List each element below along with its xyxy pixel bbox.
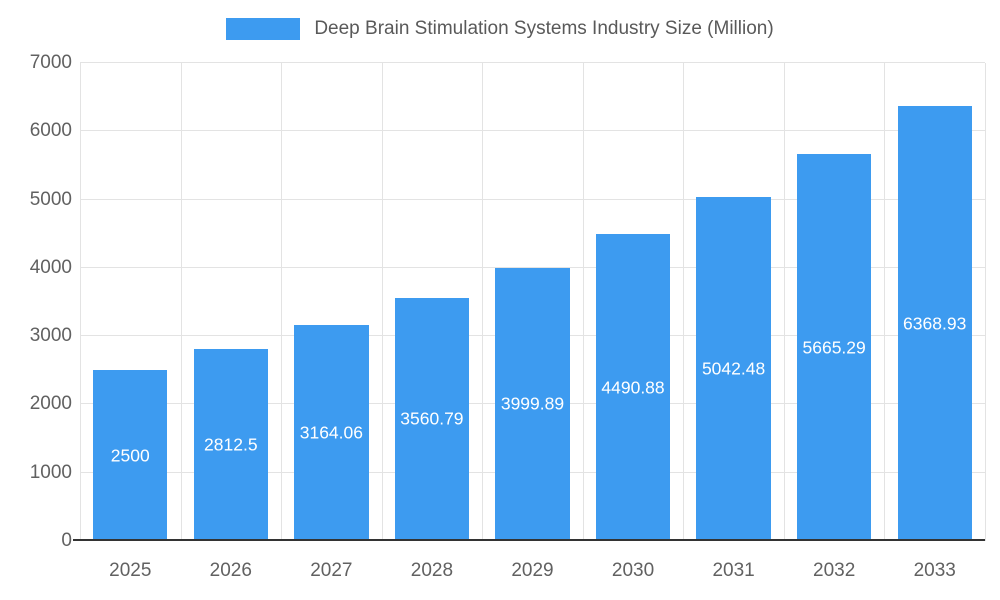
chart-legend: Deep Brain Stimulation Systems Industry … [0, 18, 1000, 40]
y-tick-label: 4000 [29, 256, 72, 278]
vertical-gridline [985, 63, 986, 541]
horizontal-gridline [80, 266, 985, 268]
x-tick-label: 2032 [813, 560, 856, 581]
bar-column: 2500 [80, 63, 181, 541]
x-tick-label: 2031 [712, 560, 755, 581]
bar-value-label: 5665.29 [802, 337, 866, 358]
x-tick-label: 2025 [109, 560, 152, 581]
vertical-gridline [683, 63, 685, 541]
horizontal-gridline [80, 130, 985, 132]
x-tick-label: 2027 [310, 560, 353, 581]
bar-value-label: 3164.06 [299, 422, 363, 443]
x-tick-label: 2029 [511, 560, 554, 581]
x-axis-line [73, 539, 985, 541]
bar-column: 3560.79 [382, 63, 483, 541]
y-tick-label: 1000 [29, 461, 72, 483]
y-axis-labels: 0 1000 2000 3000 4000 5000 6000 7000 [0, 52, 72, 551]
bar-2032: 5665.29 [796, 154, 872, 541]
vertical-gridline [281, 63, 283, 541]
bar-column: 4490.88 [583, 63, 684, 541]
bar-column: 3164.06 [281, 63, 382, 541]
y-tick-label: 0 [61, 530, 72, 551]
y-tick-label: 6000 [29, 120, 72, 142]
bar-2027: 3164.06 [294, 324, 369, 541]
vertical-gridline [80, 63, 81, 541]
y-tick-label: 3000 [29, 325, 72, 347]
bar-column: 6368.93 [884, 63, 985, 541]
vertical-gridline [381, 63, 383, 541]
horizontal-gridline [80, 198, 985, 200]
bar-value-label: 2812.5 [204, 434, 258, 455]
plot-area: 2500 2812.5 3164.06 3560.79 3999.89 4490.88 50… [73, 62, 986, 541]
bar-value-label: 3999.89 [500, 393, 565, 414]
bar-value-label: 6368.93 [903, 313, 967, 334]
x-tick-label: 2026 [209, 560, 252, 581]
bar-2031: 5042.48 [696, 196, 771, 541]
bar-value-label: 3560.79 [400, 408, 464, 429]
horizontal-gridline [80, 62, 985, 63]
bar-2026: 2812.5 [193, 348, 268, 541]
x-tick-label: 2028 [410, 560, 454, 581]
chart-title: Deep Brain Stimulation Systems Industry … [314, 18, 774, 39]
vertical-gridline [783, 63, 785, 541]
bar-value-label: 2500 [110, 445, 150, 466]
vertical-gridline [482, 63, 484, 541]
bar-value-label: 5042.48 [701, 358, 766, 379]
bar-column: 5665.29 [784, 63, 885, 541]
bar-column: 2812.5 [181, 63, 282, 541]
vertical-gridline [582, 63, 584, 541]
bar-column: 3999.89 [482, 63, 583, 541]
legend-swatch-icon [226, 18, 301, 40]
bar-2030: 4490.88 [595, 234, 671, 541]
x-tick-label: 2030 [611, 560, 655, 581]
bar-2025: 2500 [93, 370, 168, 541]
bar-value-label: 4490.88 [601, 377, 665, 398]
y-tick-label: 2000 [29, 393, 72, 415]
vertical-gridline [180, 63, 182, 541]
bar-column: 5042.48 [683, 63, 784, 541]
vertical-gridline [884, 63, 886, 541]
x-tick-label: 2033 [913, 560, 956, 581]
bar-2033: 6368.93 [897, 106, 972, 541]
bar-2029: 3999.89 [495, 267, 570, 541]
bar-2028: 3560.79 [394, 297, 470, 541]
y-tick-label: 7000 [29, 52, 72, 73]
x-axis-labels: 2025 2026 2027 2028 2029 2030 2031 2032 2033 [80, 552, 985, 586]
y-tick-label: 5000 [29, 188, 72, 210]
